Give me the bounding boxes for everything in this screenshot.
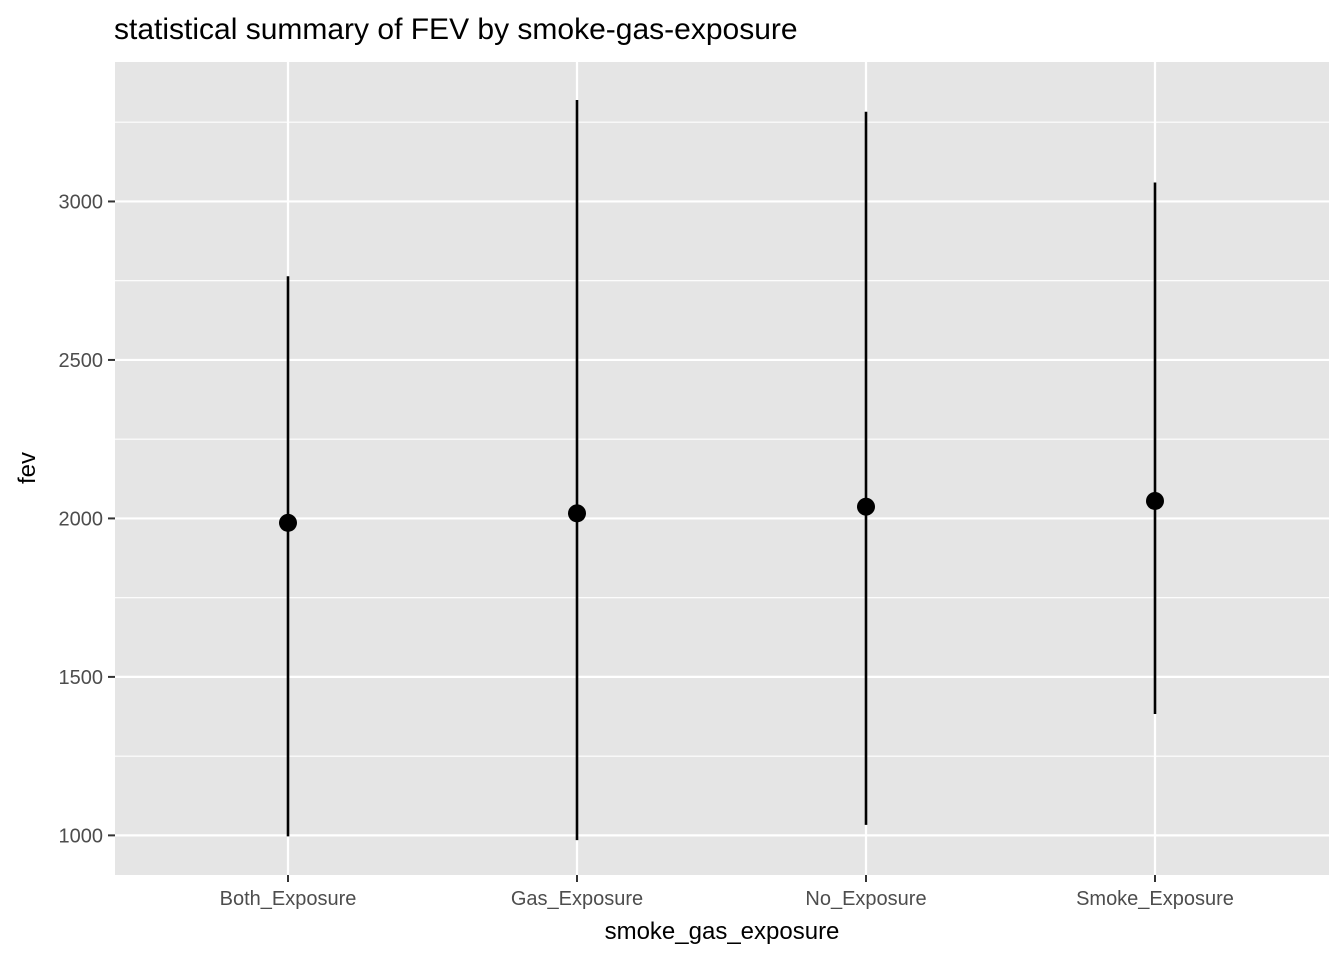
- mean-point: [279, 513, 297, 532]
- y-tick-label: 1500: [59, 667, 104, 689]
- mean-points: [279, 491, 1164, 532]
- y-tick-label: 1000: [59, 825, 104, 847]
- x-tick-label: No_Exposure: [805, 888, 926, 910]
- range-lines: [286, 100, 1157, 841]
- mean-point: [1146, 491, 1164, 510]
- y-tick-label: 2500: [59, 350, 104, 372]
- mean-point: [857, 497, 875, 516]
- mean-point: [568, 504, 586, 523]
- x-tick-label: Both_Exposure: [220, 888, 357, 910]
- plot-panel: [115, 62, 1329, 875]
- y-tick-label: 3000: [59, 191, 104, 213]
- chart-title: statistical summary of FEV by smoke-gas-…: [114, 13, 798, 46]
- y-tick-label: 2000: [59, 508, 104, 530]
- x-axis-ticks: Both_Exposure Gas_Exposure No_Exposure Smok…: [220, 875, 1234, 910]
- x-tick-label: Gas_Exposure: [511, 888, 643, 910]
- y-axis-title: fev: [14, 452, 41, 484]
- x-tick-label: Smoke_Exposure: [1076, 888, 1234, 910]
- y-axis-ticks: 1000 1500 2000 2500 3000: [59, 191, 115, 847]
- x-axis-title: smoke_gas_exposure: [605, 918, 840, 945]
